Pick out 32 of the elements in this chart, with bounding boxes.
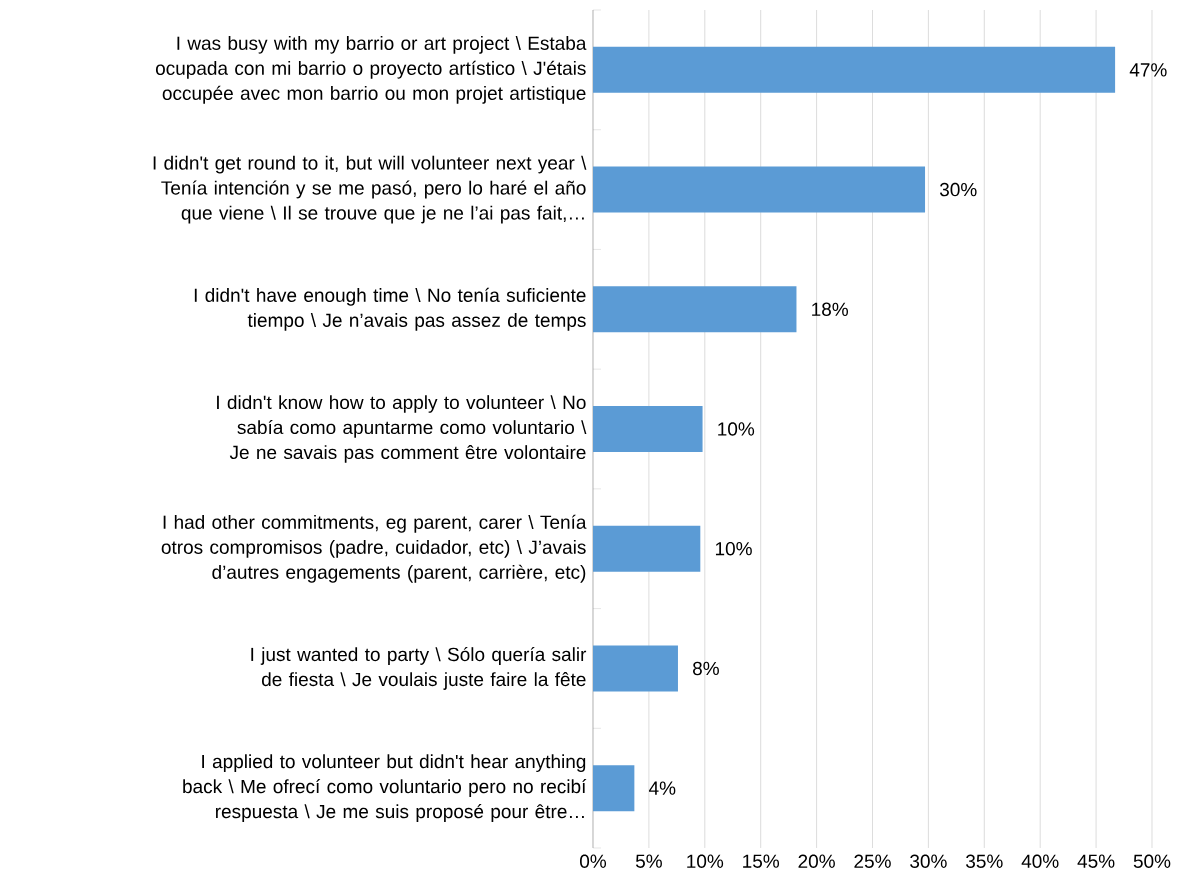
bar [593,645,678,692]
y-tick-label: I didn't get round to it, but will volunteer next year \ Tenía intención y se me pasó, pero lo haré el año que viene \ Il se trouve que je ne l’ai pas fait,… [153,155,587,224]
y-tick-label: I didn't know how to apply to volunteer \ No sabía como apuntarme como voluntario \ Je ne savais pas comment être volontaire [217,395,587,463]
data-label: 4% [649,781,676,795]
bar [593,525,701,572]
data-label: 30% [939,182,977,197]
y-tick-label: I had other commitments, eg parent, carer \ Tenía otros compromisos (padre, cuidador, etc) \ J’avais d’autres engagements (parent, carrière, etc) [161,514,587,583]
x-tick-label: 45% [1077,854,1115,868]
bar [593,406,703,452]
bar [593,286,797,333]
bar [593,46,1116,93]
bar [593,166,926,213]
x-tick-label: 5% [635,854,662,868]
x-tick-label: 25% [854,854,891,868]
y-tick-label: I didn't have enough time \ No tenía suficiente tiempo \ Je n’avais pas assez de temps [194,287,586,331]
x-tick-label: 30% [910,854,947,868]
data-label: 10% [718,422,755,436]
x-tick-label: 20% [798,854,835,868]
data-label: 18% [812,302,849,317]
bar [593,765,635,812]
data-label: 8% [693,661,719,676]
y-tick-label: I just wanted to party \ Sólo quería salir de fiesta \ Je voulais juste faire la fête [251,646,587,690]
x-tick-label: 0% [580,854,607,868]
x-tick-label: 10% [687,854,724,868]
data-label: 47% [1129,63,1167,77]
data-label: 10% [715,541,752,556]
x-tick-label: 50% [1133,854,1171,868]
y-tick-label: I applied to volunteer but didn't hear anything back \ Me ofrecí como voluntario pero no recibí respuesta \ Je me suis proposé pour être… [183,754,587,822]
y-tick-label: I was busy with my barrio or art project \ Estaba ocupada con mi barrio o proyecto artístico \ J'étais occupée avec mon barrio ou mon projet artistique [155,36,587,104]
x-tick-label: 35% [966,854,1003,868]
x-tick-label: 15% [743,854,780,868]
x-tick-label: 40% [1021,854,1059,868]
